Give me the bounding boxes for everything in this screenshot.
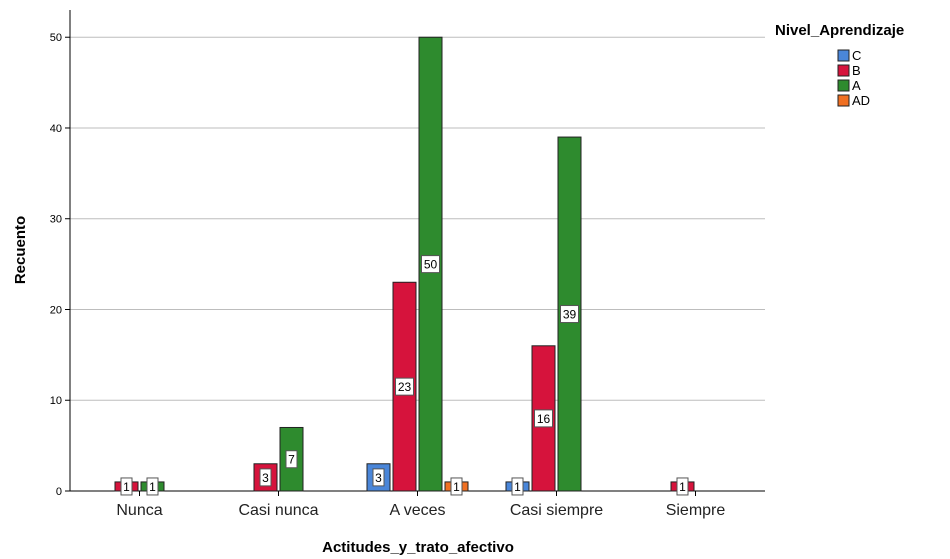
legend-swatch-b [837,64,850,77]
x-tick-label: Siempre [666,502,726,519]
y-tick-label: 0 [56,486,62,498]
legend-label-a: A [852,78,861,93]
x-tick-label: Casi siempre [510,502,603,519]
data-label-box [146,477,159,496]
legend-swatch-a [837,79,850,92]
data-label-box [285,450,298,469]
data-label: 1 [149,480,156,494]
y-tick-label: 30 [50,214,62,226]
data-label: 3 [262,471,269,485]
data-label-box [421,255,440,274]
legend-swatch-ad [837,94,850,107]
data-label: 50 [424,258,438,272]
data-label-box [120,477,133,496]
legend-label-b: B [852,63,861,78]
data-label: 7 [288,453,295,467]
data-labels: 1 1 3 7 3 23 50 1 1 16 39 1 [120,255,689,496]
legend-label-c: C [852,48,861,63]
data-label: 1 [123,480,130,494]
data-label-box [560,305,579,324]
data-label-box [676,477,689,496]
data-label: 39 [563,308,577,322]
data-label: 1 [453,480,460,494]
data-label-box [259,468,272,487]
x-tick-label: A veces [389,502,445,519]
y-axis-title: Recuento [12,216,29,284]
data-label-box [395,377,414,396]
x-tick-label: Nunca [116,502,162,519]
y-tick-label: 50 [50,32,62,44]
bars [114,36,695,492]
data-label: 16 [537,412,551,426]
legend-label-ad: AD [852,93,870,108]
data-label: 1 [679,480,686,494]
legend-title: Nivel_Aprendizaje [775,22,904,39]
data-label: 3 [375,471,382,485]
y-tick-label: 20 [50,304,62,316]
legend-swatch-c [837,49,850,62]
y-tick-label: 10 [50,395,62,407]
y-tick-label: 40 [50,123,62,135]
gridlines [70,36,765,401]
data-label: 1 [514,480,521,494]
x-tick-label: Casi nunca [238,502,318,519]
data-label-box [450,477,463,496]
data-label-box [511,477,524,496]
data-label-box [372,468,385,487]
data-label: 23 [398,380,412,394]
data-label-box [534,409,553,428]
x-axis-title: Actitudes_y_trato_afectivo [322,539,514,556]
axes: 0 10 20 30 40 50 Nunca Casi nunca A veces Casi si… [50,10,765,519]
